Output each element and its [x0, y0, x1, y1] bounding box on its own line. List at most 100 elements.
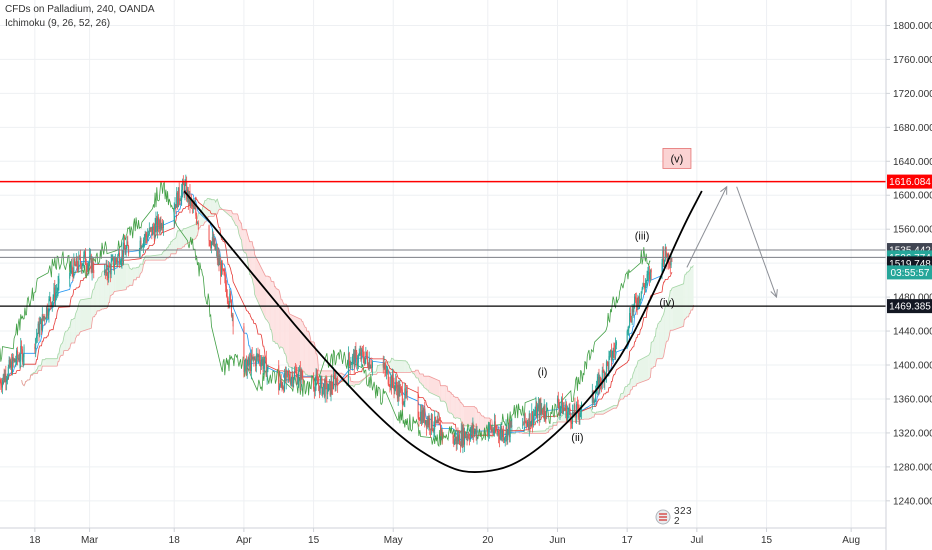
candle[interactable]	[403, 400, 405, 407]
candle[interactable]	[332, 381, 334, 396]
candle[interactable]	[364, 357, 366, 366]
candle[interactable]	[421, 405, 423, 425]
candle[interactable]	[546, 402, 548, 420]
candle[interactable]	[493, 413, 495, 437]
candle[interactable]	[89, 247, 91, 266]
candle[interactable]	[637, 294, 639, 311]
candle[interactable]	[535, 396, 537, 418]
candle[interactable]	[302, 370, 304, 384]
indicator-label[interactable]: Ichimoku (9, 26, 52, 26)	[5, 18, 111, 29]
candle[interactable]	[0, 377, 1, 384]
candle[interactable]	[526, 417, 528, 430]
candle[interactable]	[456, 430, 458, 450]
projection-arrow[interactable]	[686, 185, 728, 268]
candle[interactable]	[417, 386, 419, 420]
candle[interactable]	[644, 282, 646, 296]
candle[interactable]	[334, 372, 336, 392]
candle[interactable]	[318, 376, 320, 392]
candle[interactable]	[430, 412, 432, 435]
candle[interactable]	[432, 428, 434, 433]
candle[interactable]	[252, 356, 254, 362]
candle[interactable]	[208, 224, 210, 247]
candle[interactable]	[11, 353, 13, 376]
candle[interactable]	[176, 187, 178, 208]
candle[interactable]	[294, 366, 296, 380]
candle[interactable]	[301, 368, 303, 380]
candle[interactable]	[401, 386, 403, 396]
candle[interactable]	[257, 347, 259, 361]
candle[interactable]	[288, 368, 290, 383]
candle[interactable]	[11, 353, 13, 376]
candle[interactable]	[649, 265, 651, 287]
candle[interactable]	[196, 212, 198, 226]
candle[interactable]	[505, 419, 507, 442]
candle[interactable]	[532, 408, 534, 428]
candle[interactable]	[39, 316, 41, 338]
candle[interactable]	[440, 428, 442, 441]
candle[interactable]	[230, 299, 232, 318]
candle[interactable]	[383, 356, 385, 370]
candle[interactable]	[511, 418, 513, 432]
candle[interactable]	[606, 360, 608, 367]
candle[interactable]	[522, 421, 524, 426]
candle[interactable]	[386, 365, 388, 380]
candle[interactable]	[328, 378, 330, 391]
candle[interactable]	[229, 288, 231, 309]
candle[interactable]	[315, 368, 317, 391]
candle[interactable]	[506, 426, 508, 446]
candle[interactable]	[111, 254, 113, 263]
candle[interactable]	[359, 345, 361, 356]
candle[interactable]	[57, 275, 59, 297]
candle[interactable]	[183, 182, 185, 198]
candle[interactable]	[12, 353, 14, 368]
candle[interactable]	[504, 435, 506, 447]
candle[interactable]	[313, 372, 315, 392]
candle[interactable]	[296, 366, 298, 385]
candle[interactable]	[474, 428, 476, 435]
candle[interactable]	[501, 425, 503, 442]
candle[interactable]	[368, 351, 370, 372]
candle[interactable]	[260, 355, 262, 371]
candle[interactable]	[152, 222, 154, 235]
candle[interactable]	[328, 383, 330, 392]
candle[interactable]	[161, 222, 163, 231]
candle[interactable]	[612, 347, 614, 361]
candle[interactable]	[121, 241, 123, 269]
candle[interactable]	[159, 217, 161, 235]
candle[interactable]	[648, 265, 650, 281]
candle[interactable]	[227, 296, 229, 309]
candle[interactable]	[258, 353, 260, 365]
candle[interactable]	[422, 405, 424, 424]
candle[interactable]	[459, 441, 461, 453]
candle[interactable]	[629, 307, 631, 328]
candle[interactable]	[418, 411, 420, 427]
candle[interactable]	[529, 413, 531, 433]
candle[interactable]	[78, 251, 80, 273]
candle[interactable]	[470, 425, 472, 436]
candle[interactable]	[502, 429, 504, 442]
candle[interactable]	[614, 342, 616, 360]
candle[interactable]	[610, 343, 612, 367]
candle[interactable]	[542, 406, 544, 419]
candle[interactable]	[175, 204, 177, 215]
candle[interactable]	[394, 385, 396, 395]
candle[interactable]	[541, 402, 543, 416]
candle[interactable]	[324, 376, 326, 403]
candle[interactable]	[70, 258, 72, 275]
candle[interactable]	[281, 381, 283, 392]
candle[interactable]	[292, 371, 294, 389]
candle[interactable]	[639, 298, 641, 305]
candle[interactable]	[336, 377, 338, 385]
candle[interactable]	[371, 359, 373, 373]
candle[interactable]	[211, 228, 213, 246]
candle[interactable]	[602, 363, 604, 373]
candle[interactable]	[0, 378, 2, 390]
candle[interactable]	[563, 401, 565, 412]
candle[interactable]	[113, 256, 115, 275]
candle[interactable]	[186, 176, 188, 202]
candle[interactable]	[38, 317, 40, 342]
candle[interactable]	[353, 349, 355, 375]
candle[interactable]	[510, 420, 512, 428]
candle[interactable]	[152, 223, 154, 236]
candle[interactable]	[4, 369, 6, 383]
